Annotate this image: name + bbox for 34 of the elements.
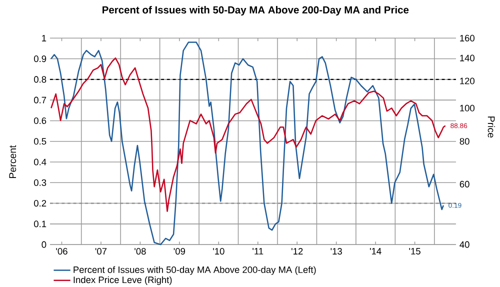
y-tick-label: 0.6 [34,118,46,124]
x-tick-label: '07 [95,248,107,255]
y-tick-label: 0.8 [34,76,46,83]
x-tick-label: '08 [134,248,146,255]
y-tick-label: 0.1 [34,220,46,228]
x-tick-label: '11 [252,248,264,255]
x-tick-label: '14 [370,248,382,255]
y2-tick-label: 120 [460,78,474,84]
y-tick-label: 0.3 [34,180,46,186]
y-tick-label: 0.7 [34,96,46,104]
x-tick-label: '15 [409,248,420,255]
x-tick-label: '10 [213,248,224,255]
y-tick-label: 0.2 [34,200,46,207]
x-tick-label: '12 [292,248,303,255]
y-tick-label: 0 [42,241,46,248]
y-tick-label: 1 [42,35,46,42]
x-tick-label: '13 [330,248,342,255]
legend-label: Percent of Issues with 50-day MA Above 200-day MA (Left) [74,266,316,276]
y2-tick-label: 80 [460,138,470,145]
y2-tick-label: 40 [460,241,470,248]
y2-tick-label: 160 [460,35,474,42]
chart-title: Percent of Issues with 50-Day MA Above 200-Day MA and Price [102,6,409,16]
y-tick-label: 0.5 [34,138,46,145]
y-tick-label: 0.4 [34,158,46,166]
x-tick-label: '09 [174,248,186,255]
y2-tick-label: 100 [460,105,474,112]
line-series [50,58,446,212]
y-tick-label: 0.9 [34,56,46,62]
y2-tick-label: 60 [460,181,470,188]
y2-tick-label: 140 [460,54,474,62]
y2-axis-title: Price [488,116,495,138]
y-axis-title: Percent [9,145,16,178]
x-tick-label: '06 [56,248,68,255]
legend-label: Index Price Leve (Right) [74,276,172,286]
